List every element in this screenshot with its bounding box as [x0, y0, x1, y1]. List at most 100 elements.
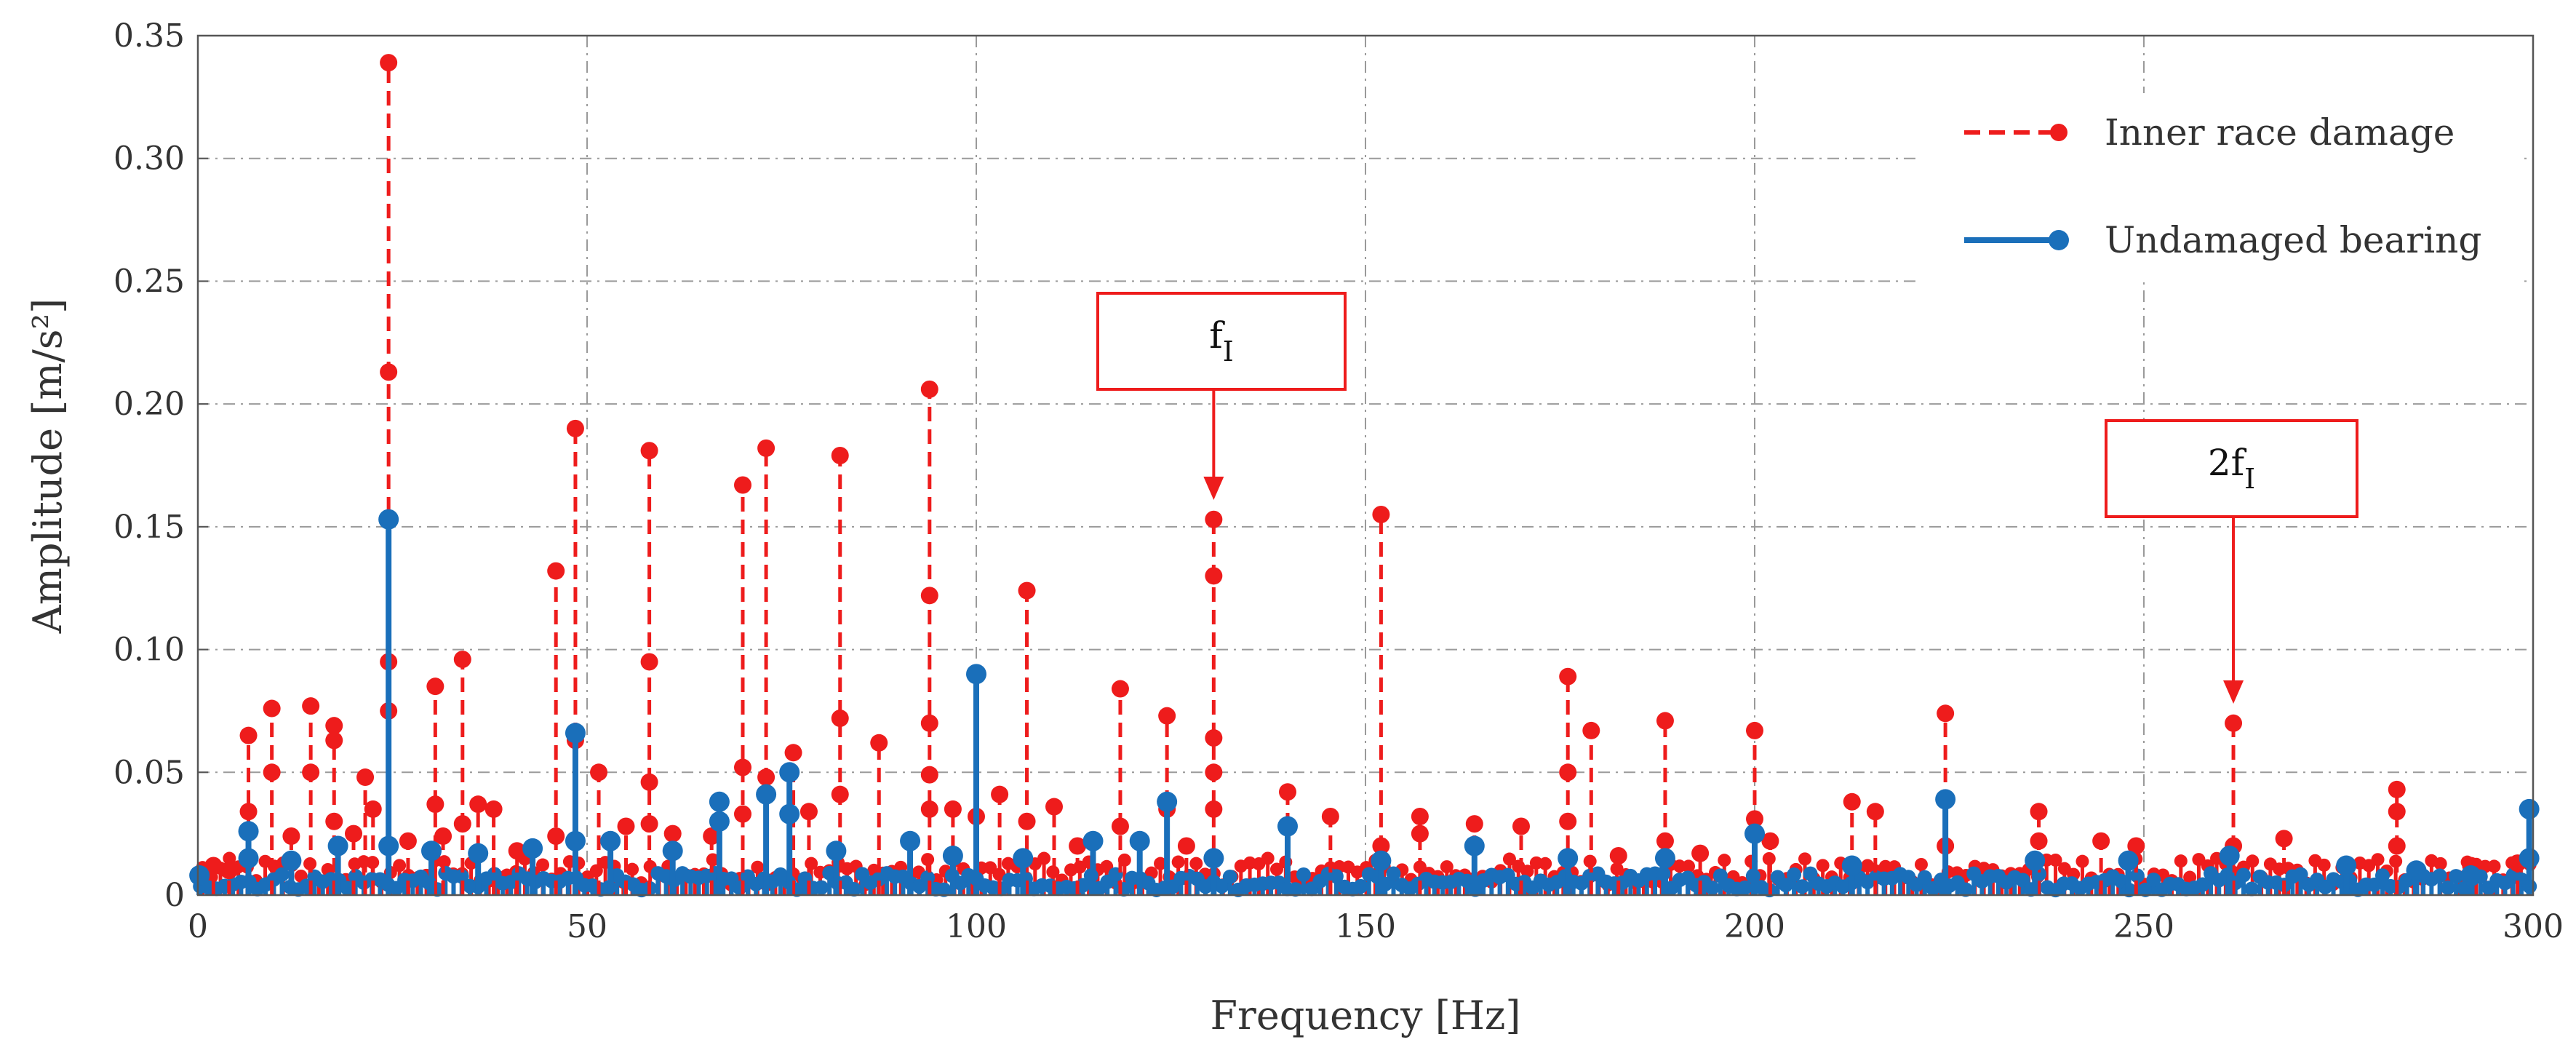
inner-race-marker [2388, 803, 2406, 821]
noise-marker-blue [2449, 869, 2464, 884]
undamaged-marker [2025, 850, 2046, 871]
undamaged-marker [1841, 855, 1862, 876]
inner-race-marker [239, 726, 258, 744]
inner-race-marker [302, 697, 320, 715]
inner-race-marker [453, 815, 471, 833]
inner-race-marker [1205, 800, 1223, 818]
undamaged-marker [966, 664, 986, 685]
inner-race-marker [1205, 763, 1223, 782]
inner-race-marker [920, 587, 938, 605]
inner-race-marker [1656, 832, 1674, 850]
annotation-base: 2f [2208, 442, 2247, 484]
inner-race-marker [2030, 832, 2048, 850]
inner-race-marker [325, 812, 343, 830]
noise-marker-blue [2374, 868, 2390, 883]
noise-marker-blue [814, 880, 829, 895]
inner-race-marker [1205, 510, 1223, 528]
y-axis-ticks: 0 0.05 0.10 0.15 0.20 0.25 0.30 0.35 [113, 17, 185, 914]
noise-marker-blue [2138, 882, 2153, 897]
inner-race-marker [302, 763, 320, 782]
undamaged-marker [709, 791, 730, 812]
inner-race-marker [703, 827, 721, 846]
inner-race-marker [426, 677, 444, 696]
inner-race-marker [220, 862, 238, 880]
inner-race-marker [1205, 729, 1223, 747]
noise-marker-red [2433, 857, 2447, 870]
noise-marker-red [626, 862, 639, 876]
noise-marker-red [1440, 860, 1454, 874]
y-tick-label: 0.15 [113, 509, 185, 546]
inner-race-marker [734, 805, 751, 823]
inner-race-marker [485, 800, 503, 818]
inner-race-marker [1843, 792, 1861, 811]
noise-marker-red [1816, 859, 1830, 873]
noise-marker-blue [1795, 879, 1810, 894]
noise-marker-red [2174, 854, 2188, 868]
inner-race-marker [453, 651, 471, 669]
inner-race-marker [2225, 714, 2243, 732]
annotation-subscript: I [2244, 463, 2255, 495]
noise-marker-red [1154, 857, 1168, 870]
undamaged-marker [1464, 835, 1485, 857]
noise-marker-red [1261, 851, 1275, 865]
noise-marker-blue [1778, 878, 1793, 893]
noise-marker-blue [2236, 867, 2251, 883]
inner-race-marker [566, 419, 584, 437]
inner-race-marker [757, 439, 775, 457]
inner-race-marker [920, 380, 938, 398]
undamaged-marker [1654, 848, 1675, 869]
x-tick-label: 100 [946, 908, 1007, 945]
undamaged-marker [826, 841, 847, 862]
inner-race-marker [1761, 832, 1779, 850]
inner-race-marker [784, 744, 802, 762]
noise-marker-blue [1222, 869, 1237, 884]
inner-race-marker [757, 768, 775, 787]
noise-marker-blue [2244, 881, 2260, 897]
noise-marker-red [2049, 853, 2062, 867]
noise-marker-red [1798, 852, 1812, 866]
noise-marker-blue [2195, 877, 2210, 892]
legend-marker-inner-race [2050, 124, 2067, 141]
undamaged-marker [378, 835, 399, 857]
inner-race-marker [399, 832, 417, 850]
noise-marker-blue [1214, 878, 1229, 894]
noise-marker-blue [1288, 882, 1303, 897]
inner-race-marker [1691, 844, 1710, 862]
noise-marker-blue [847, 881, 862, 897]
undamaged-marker [1277, 816, 1298, 837]
undamaged-marker [1371, 850, 1392, 871]
y-tick-label: 0.20 [113, 386, 185, 423]
undamaged-marker [189, 865, 210, 886]
inner-race-marker [2127, 837, 2145, 855]
noise-marker-blue [274, 867, 290, 882]
annotation-arrow-head [1203, 476, 1224, 500]
inner-race-marker [2388, 837, 2406, 855]
undamaged-marker [522, 838, 543, 859]
inner-race-marker [508, 842, 526, 860]
undamaged-marker [1082, 830, 1104, 851]
inner-race-marker [640, 442, 658, 460]
noise-marker-red [2371, 853, 2385, 867]
y-axis-title: Amplitude [m/s²] [25, 298, 71, 634]
noise-marker-red [1520, 865, 1534, 878]
inner-race-marker [325, 731, 343, 750]
noise-marker-blue [2432, 868, 2447, 883]
legend-box [1921, 93, 2524, 282]
undamaged-marker [942, 846, 963, 867]
noise-marker-blue [1917, 870, 1932, 885]
inner-race-marker [325, 717, 343, 735]
undamaged-marker [1558, 848, 1579, 869]
inner-race-marker [434, 827, 452, 846]
noise-marker-red [921, 853, 935, 867]
undamaged-marker [2336, 855, 2357, 876]
annotation-base: f [1209, 314, 1225, 357]
inner-race-marker [1321, 808, 1339, 826]
noise-marker-blue [2293, 867, 2308, 882]
inner-race-marker [734, 758, 751, 776]
noise-marker-blue [454, 869, 469, 884]
inner-race-marker [1559, 763, 1577, 782]
inner-race-marker [831, 447, 849, 465]
noise-marker-red [536, 858, 550, 872]
